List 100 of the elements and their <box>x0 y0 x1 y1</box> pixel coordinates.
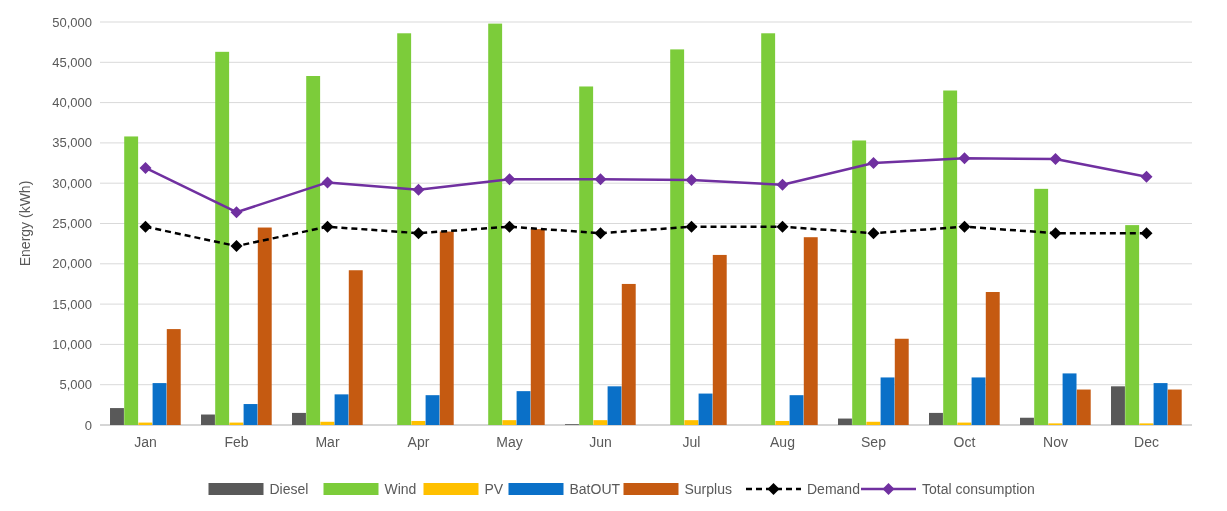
point <box>503 220 516 233</box>
y-tick-label: 50,000 <box>52 14 92 30</box>
x-tick-label: Aug <box>770 434 795 450</box>
x-tick-label: Jul <box>682 434 701 450</box>
bar <box>1153 383 1168 425</box>
bar <box>320 421 335 425</box>
point <box>412 183 425 196</box>
point <box>867 157 880 170</box>
y-tick-label: 0 <box>84 417 92 433</box>
bar <box>306 76 321 425</box>
bar <box>621 283 636 425</box>
point <box>139 161 152 174</box>
bar <box>1125 225 1140 425</box>
y-axis-title: Energy (kWh) <box>17 180 33 267</box>
point <box>685 220 698 233</box>
point <box>1140 227 1153 240</box>
y-tick-label: 45,000 <box>52 54 92 70</box>
y-tick-label: 25,000 <box>52 216 92 232</box>
legend-label: Surplus <box>684 480 732 497</box>
y-tick-label: 35,000 <box>52 135 92 151</box>
bar <box>670 49 685 425</box>
bar <box>929 412 943 425</box>
bar <box>166 329 181 425</box>
x-tick-label: Apr <box>407 434 430 450</box>
bar <box>593 420 608 425</box>
x-tick-label: Mar <box>315 434 340 450</box>
point <box>594 227 607 240</box>
point <box>594 173 607 186</box>
bar <box>852 140 867 425</box>
bar <box>152 383 167 425</box>
bar <box>838 418 852 425</box>
x-tick-label: Nov <box>1043 434 1068 450</box>
point <box>1049 227 1062 240</box>
point <box>230 240 243 253</box>
point <box>412 227 425 240</box>
bar <box>215 51 230 425</box>
bar <box>1062 373 1077 425</box>
legend-label: PV <box>484 480 504 497</box>
bar <box>110 408 124 425</box>
y-tick-label: 15,000 <box>52 296 92 312</box>
point <box>776 220 789 233</box>
bar <box>684 420 699 425</box>
bar <box>579 86 594 425</box>
bar <box>488 23 503 425</box>
point <box>1140 170 1153 183</box>
bar <box>789 395 804 425</box>
bar <box>502 420 517 425</box>
bar <box>439 231 454 425</box>
bar <box>292 412 306 425</box>
bar <box>516 391 531 425</box>
bar <box>803 237 818 425</box>
x-tick-label: Jun <box>589 434 612 450</box>
legend-label: Wind <box>384 480 417 497</box>
bar <box>1111 386 1125 425</box>
point <box>867 227 880 240</box>
point <box>685 173 698 186</box>
x-tick-label: May <box>496 434 523 450</box>
bar <box>201 414 215 425</box>
bar <box>894 338 909 425</box>
bar <box>257 227 272 425</box>
legend-label: BatOUT <box>569 480 621 497</box>
point <box>321 176 334 189</box>
legend-label: Demand <box>807 480 860 497</box>
bar <box>880 377 895 425</box>
bar <box>124 136 139 425</box>
y-tick-label: 40,000 <box>52 95 92 111</box>
point <box>230 206 243 219</box>
x-tick-label: Feb <box>224 434 249 450</box>
bar <box>971 377 986 425</box>
legend-label: Diesel <box>269 480 309 497</box>
bar <box>425 395 440 425</box>
bar <box>985 292 1000 425</box>
point <box>1049 153 1062 166</box>
bar <box>334 394 349 425</box>
bar <box>607 386 622 425</box>
y-tick-label: 10,000 <box>52 336 92 352</box>
point <box>139 220 152 233</box>
bar <box>712 254 727 425</box>
bar <box>698 393 713 425</box>
point <box>958 220 971 233</box>
bar <box>866 421 881 425</box>
legend-label: Total consumption <box>922 480 1035 497</box>
bar <box>1076 389 1091 425</box>
bar <box>411 420 426 425</box>
bar <box>348 270 363 425</box>
bar <box>397 33 412 425</box>
bar <box>761 33 776 425</box>
bar <box>943 90 958 425</box>
bar <box>1020 417 1034 425</box>
point <box>776 178 789 191</box>
y-tick-label: 30,000 <box>52 175 92 191</box>
bar <box>1167 389 1182 425</box>
x-tick-label: Oct <box>953 434 976 450</box>
bar <box>530 229 545 425</box>
x-tick-label: Dec <box>1134 434 1159 450</box>
y-tick-label: 5,000 <box>59 377 92 393</box>
x-tick-label: Sep <box>861 434 887 450</box>
point <box>958 152 971 165</box>
bar <box>243 404 258 425</box>
x-tick-label: Jan <box>134 434 157 450</box>
